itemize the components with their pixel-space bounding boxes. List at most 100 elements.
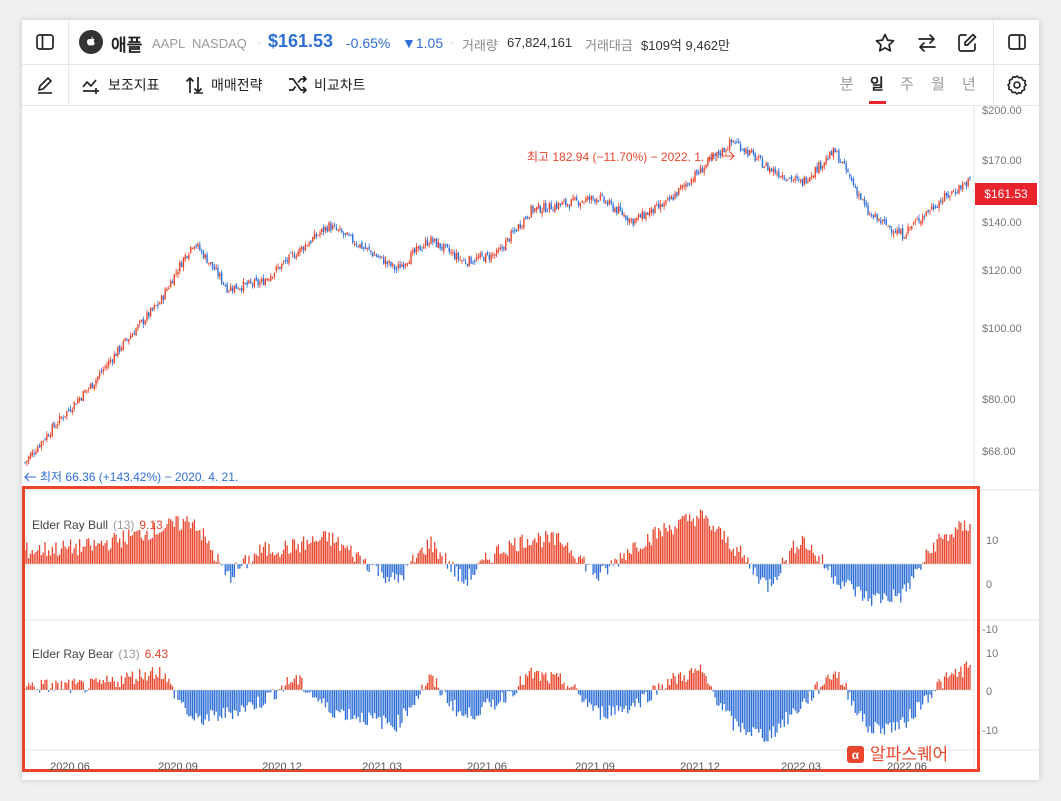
candle bbox=[767, 162, 769, 171]
bull-power-bar bbox=[687, 521, 689, 564]
favorite-button[interactable] bbox=[872, 30, 898, 56]
candle bbox=[683, 182, 685, 190]
candle bbox=[401, 262, 403, 268]
candle bbox=[135, 327, 137, 337]
bear-power-bar bbox=[215, 690, 217, 712]
period-tab-month[interactable]: 월 bbox=[931, 76, 945, 93]
bear-power-bar bbox=[246, 690, 248, 706]
candle bbox=[403, 261, 405, 270]
bull-power-bar bbox=[881, 564, 884, 600]
period-tab-week[interactable]: 주 bbox=[900, 76, 914, 93]
bear-power-bar bbox=[113, 681, 115, 690]
bear-power-bar bbox=[233, 690, 236, 710]
candle bbox=[559, 203, 562, 208]
bull-power-bar bbox=[77, 555, 79, 564]
bull-power-bar bbox=[424, 554, 427, 564]
switch-stock-button[interactable] bbox=[914, 30, 940, 56]
candle bbox=[927, 209, 929, 214]
bear-power-bar bbox=[468, 690, 470, 708]
panel-toggle-button[interactable] bbox=[994, 20, 1039, 64]
candle bbox=[597, 200, 600, 203]
candle bbox=[880, 216, 882, 225]
candle bbox=[774, 165, 776, 175]
bear-power-bar bbox=[295, 675, 297, 690]
candle bbox=[494, 253, 496, 259]
bull-power-bar bbox=[273, 555, 276, 564]
candle bbox=[277, 263, 279, 270]
candle bbox=[599, 191, 602, 201]
candle bbox=[539, 204, 541, 214]
bull-power-bar bbox=[639, 548, 642, 564]
period-tab-year[interactable]: 년 bbox=[962, 76, 976, 93]
bull-panel-legend: Elder Ray Bull (13) 9.13 bbox=[32, 518, 163, 532]
bear-power-bar bbox=[878, 690, 880, 726]
bear-power-bar bbox=[636, 690, 638, 699]
bull-power-bar bbox=[759, 564, 762, 580]
bear-power-bar bbox=[652, 685, 654, 690]
candle bbox=[830, 149, 833, 156]
candle bbox=[430, 235, 432, 245]
drawing-tool-button[interactable] bbox=[22, 65, 68, 105]
bull-power-bar bbox=[58, 554, 61, 564]
bear-power-bar bbox=[969, 664, 971, 690]
bull-power-bar bbox=[643, 547, 645, 564]
bull-power-bar bbox=[543, 541, 545, 564]
period-tab-minute[interactable]: 분 bbox=[840, 76, 854, 93]
candle bbox=[692, 176, 694, 183]
bear-panel-name: Elder Ray Bear bbox=[32, 647, 113, 661]
chart-settings-button[interactable] bbox=[994, 65, 1039, 105]
stock-chart[interactable]: $200.00 $170.00 $140.00 $120.00 $100.00 … bbox=[22, 106, 1039, 780]
strategy-button[interactable]: 매매전략 bbox=[185, 65, 263, 105]
candle bbox=[534, 208, 536, 213]
bear-power-bar bbox=[219, 690, 221, 717]
sidebar-toggle-button[interactable] bbox=[22, 20, 68, 64]
bull-power-bar bbox=[911, 564, 913, 577]
alphasquare-logo-icon bbox=[847, 746, 864, 763]
bear-power-bar bbox=[472, 690, 474, 719]
candle bbox=[945, 191, 948, 199]
bull-power-bar bbox=[508, 540, 510, 564]
bull-power-bar bbox=[142, 540, 145, 564]
indicator-button[interactable]: 보조지표 bbox=[82, 65, 160, 105]
bear-power-bar bbox=[237, 690, 239, 716]
bull-power-bar bbox=[326, 541, 328, 564]
candle bbox=[27, 455, 30, 465]
bull-power-bar bbox=[463, 564, 465, 584]
bear-power-bar bbox=[787, 690, 789, 725]
candle bbox=[109, 356, 112, 364]
bear-power-bar bbox=[464, 690, 467, 715]
current-price-badge-text: $161.53 bbox=[984, 187, 1028, 201]
period-tab-day[interactable]: 일 bbox=[870, 76, 884, 93]
compare-chart-button[interactable]: 비교차트 bbox=[288, 65, 366, 105]
bull-power-bar bbox=[248, 555, 250, 564]
bear-power-bar bbox=[250, 690, 252, 703]
bear-power-bar bbox=[33, 686, 35, 690]
candle bbox=[816, 162, 818, 174]
bear-power-bar bbox=[200, 690, 203, 724]
candle bbox=[712, 152, 714, 159]
bear-power-bar bbox=[466, 690, 469, 718]
candle bbox=[770, 167, 773, 173]
bear-power-bar bbox=[566, 685, 569, 690]
bear-power-bar bbox=[763, 690, 765, 742]
candle bbox=[938, 199, 940, 212]
candle bbox=[756, 155, 758, 161]
candle bbox=[297, 249, 299, 257]
bull-power-bar bbox=[763, 564, 765, 578]
bear-power-bar bbox=[727, 690, 729, 711]
bear-power-bar bbox=[211, 690, 214, 711]
candle bbox=[93, 384, 95, 392]
candle bbox=[86, 390, 88, 394]
bull-power-bar bbox=[963, 520, 966, 564]
bear-power-bar bbox=[353, 690, 356, 716]
bear-power-bar bbox=[350, 690, 352, 720]
bear-power-bar bbox=[918, 690, 920, 703]
bear-power-bar bbox=[607, 690, 609, 719]
edit-button[interactable] bbox=[954, 30, 980, 56]
candle bbox=[914, 218, 917, 226]
bull-power-bar bbox=[594, 564, 596, 574]
bull-power-bar bbox=[111, 537, 114, 564]
bull-power-bar bbox=[874, 564, 876, 596]
bear-power-bar bbox=[603, 690, 605, 717]
bull-power-bar bbox=[44, 542, 46, 564]
